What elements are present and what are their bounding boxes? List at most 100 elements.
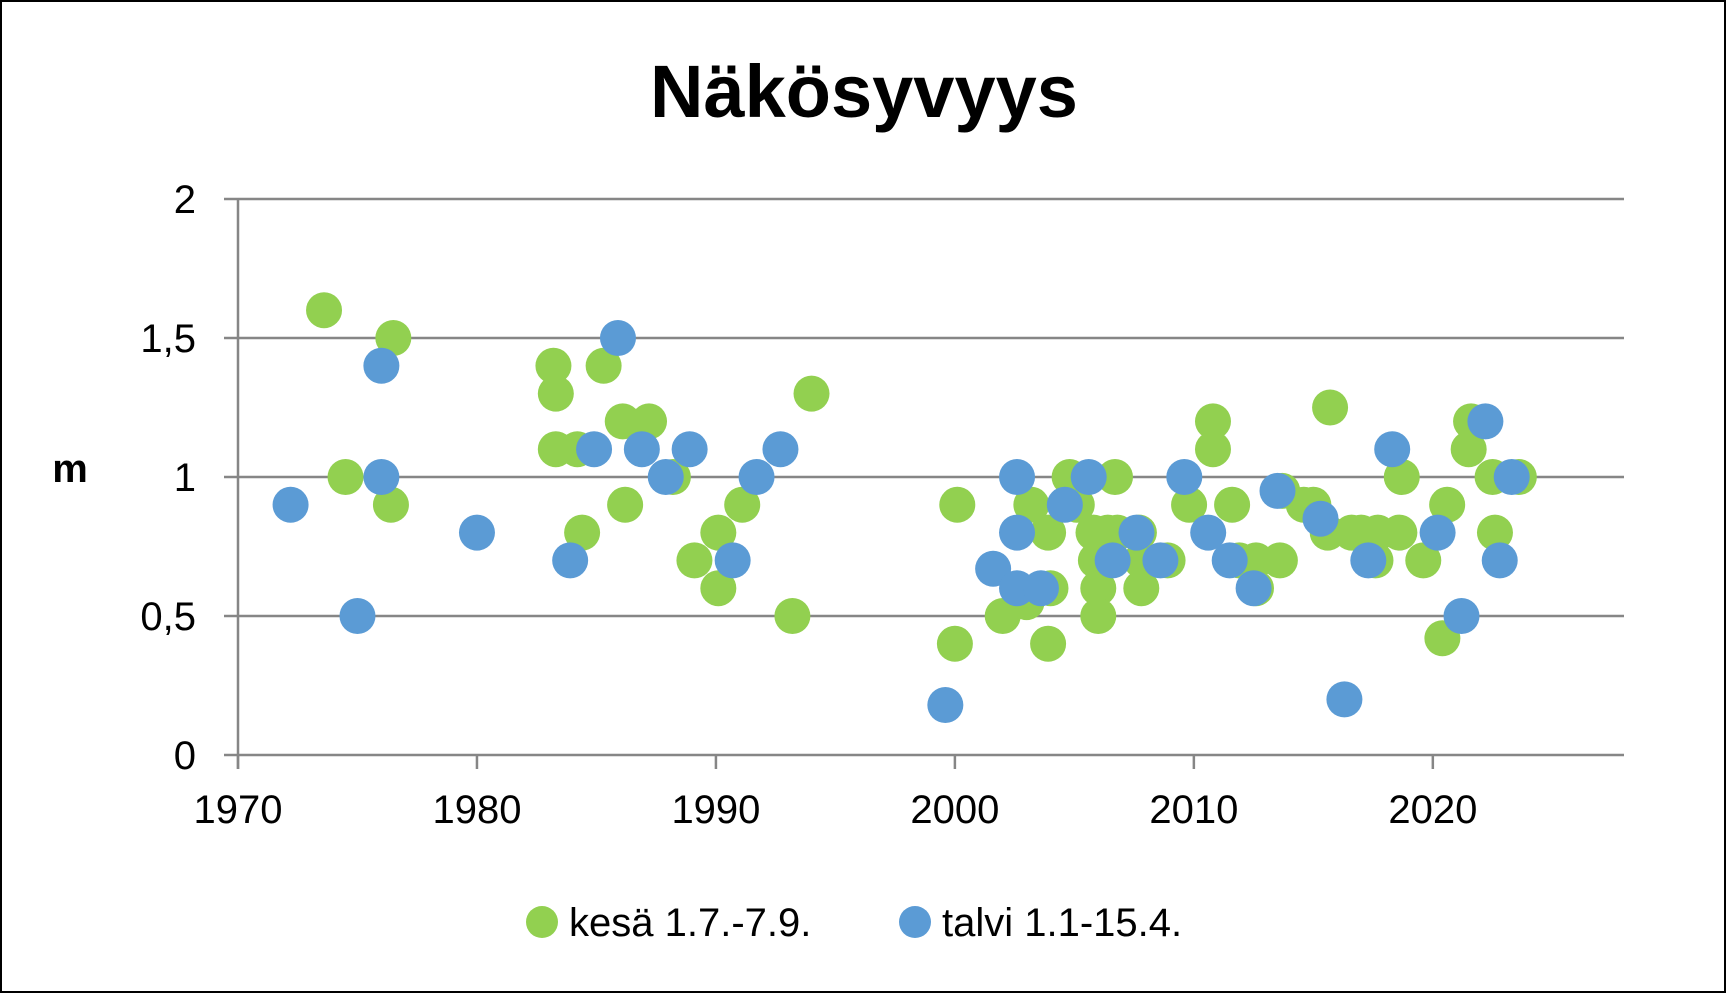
data-point	[306, 292, 343, 329]
legend: kesä 1.7.-7.9. talvi 1.1-15.4.	[526, 901, 1182, 945]
data-point	[1476, 514, 1513, 551]
data-point	[975, 550, 1012, 587]
legend-label: kesä 1.7.-7.9.	[569, 901, 811, 945]
data-point	[272, 486, 309, 523]
data-point	[372, 486, 409, 523]
y-tick-label: 0	[174, 734, 196, 778]
data-point	[1374, 431, 1411, 468]
data-point	[599, 320, 636, 356]
data-point	[1080, 598, 1117, 634]
x-tick-label: 2020	[1388, 788, 1477, 832]
y-tick-labels: 0 0,5 1 1,5 2	[140, 178, 196, 778]
data-point	[327, 459, 364, 495]
data-point	[1214, 486, 1251, 523]
data-point	[631, 403, 668, 440]
data-point	[1429, 486, 1466, 523]
data-point	[1118, 514, 1155, 551]
data-point	[774, 598, 811, 634]
data-point	[1259, 472, 1296, 509]
data-point	[1383, 459, 1420, 495]
data-point	[623, 431, 660, 468]
data-point	[793, 375, 830, 412]
data-point	[647, 459, 684, 495]
data-point	[1211, 542, 1248, 579]
x-tick-label: 2000	[910, 788, 999, 832]
data-point	[1350, 542, 1387, 579]
x-tick-label: 1970	[194, 788, 283, 832]
data-point	[714, 542, 751, 579]
data-point	[1493, 459, 1530, 495]
data-point	[604, 403, 641, 440]
data-point	[1235, 570, 1272, 607]
series-talvi	[272, 320, 1530, 723]
data-point	[1030, 514, 1067, 551]
y-tick-label: 2	[174, 178, 196, 222]
data-point	[999, 459, 1036, 495]
data-point	[676, 542, 713, 579]
data-point	[1094, 542, 1131, 579]
data-point	[1070, 459, 1107, 495]
data-point	[1013, 486, 1050, 523]
data-point	[1450, 431, 1487, 468]
data-point	[1142, 542, 1179, 579]
data-point	[458, 514, 495, 551]
data-point	[671, 431, 708, 468]
data-point	[535, 347, 572, 384]
x-tick-label: 2010	[1149, 788, 1238, 832]
legend-label: talvi 1.1-15.4.	[942, 901, 1182, 945]
data-point	[1097, 459, 1134, 495]
data-point	[1302, 500, 1339, 537]
data-point	[363, 459, 400, 495]
data-point	[1080, 570, 1117, 607]
data-point	[936, 625, 973, 662]
data-point	[1171, 486, 1208, 523]
data-point	[607, 486, 644, 523]
data-point	[700, 514, 737, 551]
axes	[224, 197, 1624, 769]
data-point	[1326, 681, 1363, 718]
data-point	[1261, 542, 1298, 579]
data-point	[1123, 570, 1160, 607]
legend-marker	[526, 906, 558, 938]
data-point	[1419, 514, 1456, 551]
data-point	[339, 598, 376, 634]
data-point	[762, 431, 799, 468]
chart-title: Näkösyvyys	[650, 50, 1078, 133]
data-point	[576, 431, 613, 468]
data-point	[1381, 514, 1418, 551]
x-tick-label: 1980	[432, 788, 521, 832]
data-points	[272, 292, 1537, 723]
data-point	[927, 686, 964, 723]
data-point	[375, 320, 412, 356]
data-point	[1481, 542, 1518, 579]
data-point	[1467, 403, 1504, 440]
data-point	[1166, 459, 1203, 495]
data-point	[585, 347, 622, 384]
data-point	[939, 486, 976, 523]
data-point	[1030, 625, 1067, 662]
x-tick-labels: 1970 1980 1990 2000 2010 2020	[194, 788, 1478, 832]
data-point	[1022, 570, 1059, 607]
data-point	[1443, 598, 1480, 634]
data-point	[552, 542, 589, 579]
data-point	[1046, 486, 1083, 523]
data-point	[537, 375, 574, 412]
data-point	[1312, 389, 1349, 426]
data-point	[1190, 514, 1227, 551]
data-point	[724, 486, 761, 523]
data-point	[738, 459, 775, 495]
data-point	[1194, 431, 1231, 468]
y-tick-label: 1	[174, 456, 196, 500]
data-point	[564, 514, 601, 551]
y-tick-label: 1,5	[140, 317, 196, 361]
data-point	[999, 514, 1036, 551]
y-axis-label: m	[52, 447, 88, 491]
legend-marker	[899, 906, 931, 938]
data-point	[1194, 403, 1231, 440]
data-point	[700, 570, 737, 607]
x-tick-label: 1990	[671, 788, 760, 832]
y-tick-label: 0,5	[140, 595, 196, 639]
data-point	[1405, 542, 1442, 579]
